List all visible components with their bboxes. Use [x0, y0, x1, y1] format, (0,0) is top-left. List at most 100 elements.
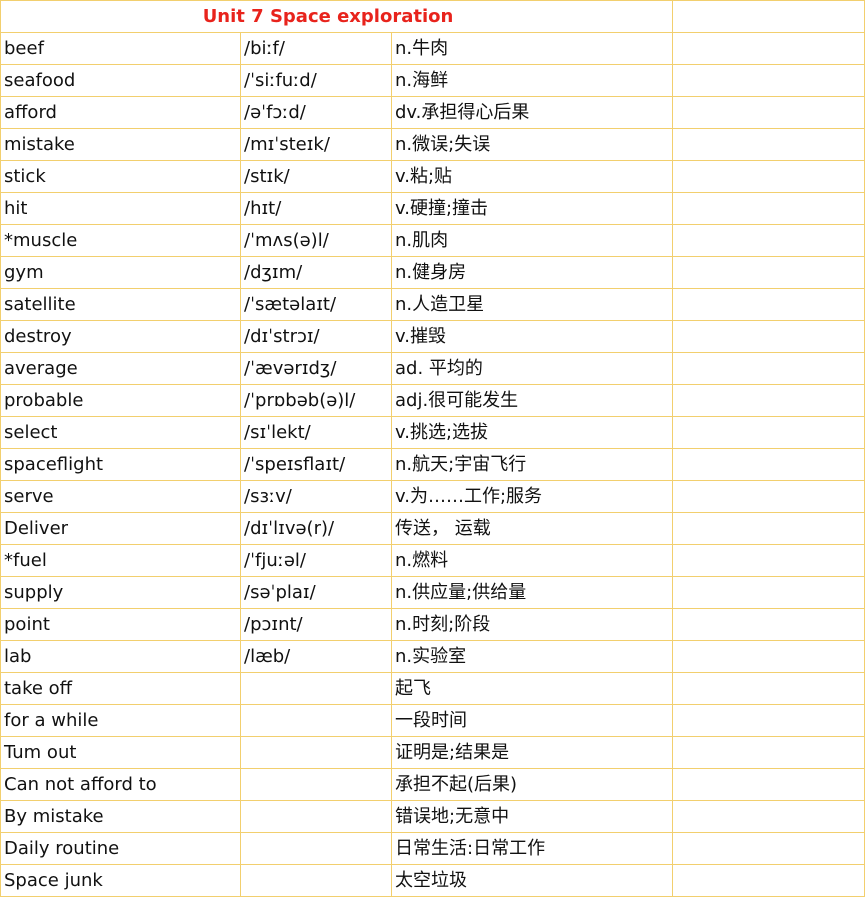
- word-cell[interactable]: Can not afford to: [0, 768, 241, 801]
- meaning-cell[interactable]: 证明是;结果是: [391, 736, 673, 769]
- word-cell[interactable]: mistake: [0, 128, 241, 161]
- meaning-cell[interactable]: n.实验室: [391, 640, 673, 673]
- word-cell[interactable]: *fuel: [0, 544, 241, 577]
- empty-cell[interactable]: [672, 640, 865, 673]
- empty-cell[interactable]: [672, 864, 865, 897]
- phonetic-cell[interactable]: [240, 736, 392, 769]
- meaning-cell[interactable]: adj.很可能发生: [391, 384, 673, 417]
- word-cell[interactable]: spaceflight: [0, 448, 241, 481]
- phonetic-cell[interactable]: /stɪk/: [240, 160, 392, 193]
- empty-cell[interactable]: [672, 64, 865, 97]
- empty-cell[interactable]: [672, 128, 865, 161]
- phonetic-cell[interactable]: /ˈprɒbəb(ə)l/: [240, 384, 392, 417]
- phonetic-cell[interactable]: [240, 800, 392, 833]
- word-cell[interactable]: Tum out: [0, 736, 241, 769]
- word-cell[interactable]: take off: [0, 672, 241, 705]
- word-cell[interactable]: supply: [0, 576, 241, 609]
- meaning-cell[interactable]: n.人造卫星: [391, 288, 673, 321]
- phonetic-cell[interactable]: /læb/: [240, 640, 392, 673]
- meaning-cell[interactable]: v.硬撞;撞击: [391, 192, 673, 225]
- empty-cell[interactable]: [672, 704, 865, 737]
- meaning-cell[interactable]: v.为……工作;服务: [391, 480, 673, 513]
- phonetic-cell[interactable]: /ˈævərɪdʒ/: [240, 352, 392, 385]
- word-cell[interactable]: Daily routine: [0, 832, 241, 865]
- word-cell[interactable]: select: [0, 416, 241, 449]
- empty-cell[interactable]: [672, 96, 865, 129]
- meaning-cell[interactable]: v.摧毁: [391, 320, 673, 353]
- meaning-cell[interactable]: n.时刻;阶段: [391, 608, 673, 641]
- word-cell[interactable]: serve: [0, 480, 241, 513]
- word-cell[interactable]: stick: [0, 160, 241, 193]
- word-cell[interactable]: seafood: [0, 64, 241, 97]
- word-cell[interactable]: Deliver: [0, 512, 241, 545]
- meaning-cell[interactable]: v.挑选;选拔: [391, 416, 673, 449]
- phonetic-cell[interactable]: /sɜːv/: [240, 480, 392, 513]
- empty-cell[interactable]: [672, 672, 865, 705]
- meaning-cell[interactable]: 错误地;无意中: [391, 800, 673, 833]
- word-cell[interactable]: destroy: [0, 320, 241, 353]
- meaning-cell[interactable]: 太空垃圾: [391, 864, 673, 897]
- meaning-cell[interactable]: 起飞: [391, 672, 673, 705]
- meaning-cell[interactable]: n.燃料: [391, 544, 673, 577]
- meaning-cell[interactable]: 日常生活:日常工作: [391, 832, 673, 865]
- word-cell[interactable]: average: [0, 352, 241, 385]
- word-cell[interactable]: afford: [0, 96, 241, 129]
- phonetic-cell[interactable]: /pɔɪnt/: [240, 608, 392, 641]
- meaning-cell[interactable]: n.肌肉: [391, 224, 673, 257]
- empty-cell[interactable]: [672, 320, 865, 353]
- empty-cell[interactable]: [672, 608, 865, 641]
- phonetic-cell[interactable]: /əˈfɔːd/: [240, 96, 392, 129]
- word-cell[interactable]: hit: [0, 192, 241, 225]
- phonetic-cell[interactable]: /sɪˈlekt/: [240, 416, 392, 449]
- empty-cell[interactable]: [672, 544, 865, 577]
- meaning-cell[interactable]: n.健身房: [391, 256, 673, 289]
- empty-cell[interactable]: [672, 256, 865, 289]
- word-cell[interactable]: *muscle: [0, 224, 241, 257]
- meaning-cell[interactable]: v.粘;贴: [391, 160, 673, 193]
- word-cell[interactable]: lab: [0, 640, 241, 673]
- empty-cell[interactable]: [672, 288, 865, 321]
- meaning-cell[interactable]: n.微误;失误: [391, 128, 673, 161]
- empty-cell[interactable]: [672, 512, 865, 545]
- meaning-cell[interactable]: n.航天;宇宙飞行: [391, 448, 673, 481]
- empty-cell[interactable]: [672, 736, 865, 769]
- empty-cell[interactable]: [672, 224, 865, 257]
- word-cell[interactable]: point: [0, 608, 241, 641]
- meaning-cell[interactable]: 传送， 运载: [391, 512, 673, 545]
- phonetic-cell[interactable]: /ˈmʌs(ə)l/: [240, 224, 392, 257]
- word-cell[interactable]: satellite: [0, 288, 241, 321]
- meaning-cell[interactable]: dv.承担得心后果: [391, 96, 673, 129]
- phonetic-cell[interactable]: /hɪt/: [240, 192, 392, 225]
- phonetic-cell[interactable]: /dɪˈstrɔɪ/: [240, 320, 392, 353]
- phonetic-cell[interactable]: /ˈsætəlaɪt/: [240, 288, 392, 321]
- empty-cell[interactable]: [672, 576, 865, 609]
- empty-cell[interactable]: [672, 480, 865, 513]
- phonetic-cell[interactable]: /mɪˈsteɪk/: [240, 128, 392, 161]
- empty-cell[interactable]: [672, 800, 865, 833]
- empty-cell[interactable]: [672, 832, 865, 865]
- empty-cell[interactable]: [672, 0, 865, 33]
- meaning-cell[interactable]: n.海鲜: [391, 64, 673, 97]
- phonetic-cell[interactable]: [240, 832, 392, 865]
- word-cell[interactable]: probable: [0, 384, 241, 417]
- meaning-cell[interactable]: 承担不起(后果): [391, 768, 673, 801]
- word-cell[interactable]: gym: [0, 256, 241, 289]
- empty-cell[interactable]: [672, 384, 865, 417]
- meaning-cell[interactable]: n.牛肉: [391, 32, 673, 65]
- empty-cell[interactable]: [672, 416, 865, 449]
- phonetic-cell[interactable]: /ˈsiːfuːd/: [240, 64, 392, 97]
- empty-cell[interactable]: [672, 160, 865, 193]
- word-cell[interactable]: beef: [0, 32, 241, 65]
- empty-cell[interactable]: [672, 192, 865, 225]
- phonetic-cell[interactable]: [240, 704, 392, 737]
- sheet-title-cell[interactable]: Unit 7 Space exploration: [0, 0, 673, 33]
- phonetic-cell[interactable]: [240, 672, 392, 705]
- phonetic-cell[interactable]: /dʒɪm/: [240, 256, 392, 289]
- phonetic-cell[interactable]: [240, 768, 392, 801]
- meaning-cell[interactable]: ad. 平均的: [391, 352, 673, 385]
- meaning-cell[interactable]: n.供应量;供给量: [391, 576, 673, 609]
- word-cell[interactable]: By mistake: [0, 800, 241, 833]
- phonetic-cell[interactable]: /dɪˈlɪvə(r)/: [240, 512, 392, 545]
- empty-cell[interactable]: [672, 768, 865, 801]
- phonetic-cell[interactable]: [240, 864, 392, 897]
